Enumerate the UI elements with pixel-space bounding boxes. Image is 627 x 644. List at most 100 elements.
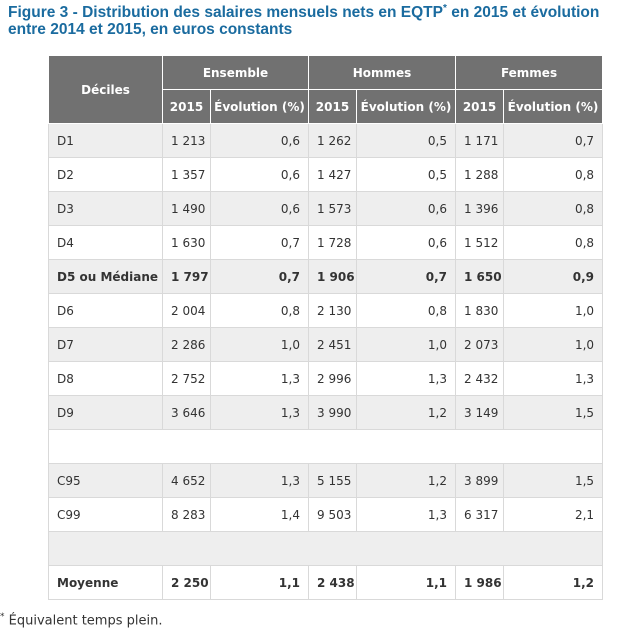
cell-evolution: 0,6 <box>355 191 457 226</box>
cell-evolution: 1,3 <box>210 463 309 498</box>
cell-value: 3 899 <box>455 463 505 498</box>
row-label: D8 <box>48 361 163 396</box>
cell-value: 2 286 <box>162 327 211 362</box>
cell-value: 3 990 <box>308 395 357 430</box>
cell-value: 2 130 <box>308 293 357 328</box>
cell-value: 1 490 <box>162 191 211 226</box>
cell-value: 1 797 <box>162 259 211 294</box>
cell-value: 2 752 <box>162 361 211 396</box>
cell-evolution: 0,6 <box>355 225 457 260</box>
cell-evolution: 1,0 <box>355 327 457 362</box>
header-deciles: Déciles <box>48 55 163 124</box>
cell-evolution: 1,3 <box>210 361 309 396</box>
cell-value: 4 652 <box>162 463 211 498</box>
row-label: C99 <box>48 497 163 532</box>
cell-evolution: 1,0 <box>210 327 309 362</box>
cell-evolution: 0,7 <box>210 225 309 260</box>
cell-evolution: 0,5 <box>355 157 457 192</box>
header-ensemble: Ensemble <box>162 55 309 90</box>
cell-evolution: 0,7 <box>355 259 457 294</box>
cell-evolution: 0,6 <box>210 123 309 158</box>
cell-evolution: 0,8 <box>503 225 604 260</box>
row-label: D1 <box>48 123 163 158</box>
cell-value: 8 283 <box>162 497 211 532</box>
table-row: C95 4 652 1,3 5 155 1,2 3 899 1,5 <box>48 463 604 498</box>
cell-evolution: 0,5 <box>355 123 457 158</box>
row-label: C95 <box>48 463 163 498</box>
spacer-row <box>47 531 604 566</box>
cell-value: 2 073 <box>455 327 505 362</box>
cell-evolution: 1,5 <box>503 395 604 430</box>
cell-value: 5 155 <box>308 463 357 498</box>
cell-evolution: 0,7 <box>503 123 604 158</box>
cell-evolution: 1,5 <box>503 463 604 498</box>
header-hommes: Hommes <box>307 55 457 90</box>
cell-value: 3 149 <box>455 395 505 430</box>
cell-value: 1 262 <box>308 123 357 158</box>
cell-evolution: 1,1 <box>355 565 457 600</box>
cell-value: 2 432 <box>455 361 505 396</box>
cell-value: 1 396 <box>455 191 505 226</box>
cell-evolution: 0,6 <box>210 157 309 192</box>
table-row: D1 1 213 0,6 1 262 0,5 1 171 0,7 <box>48 123 604 158</box>
cell-value: 9 503 <box>308 497 357 532</box>
cell-evolution: 1,0 <box>503 327 604 362</box>
figure-title: Figure 3 - Distribution des salaires men… <box>8 2 600 38</box>
cell-evolution: 1,0 <box>503 293 604 328</box>
header-evolution: Évolution (%) <box>355 89 457 124</box>
cell-value: 2 451 <box>308 327 357 362</box>
cell-evolution: 1,1 <box>210 565 309 600</box>
cell-value: 1 986 <box>455 565 505 600</box>
cell-value: 1 906 <box>308 259 357 294</box>
row-label: D6 <box>48 293 163 328</box>
cell-value: 1 650 <box>455 259 505 294</box>
header-evolution: Évolution (%) <box>503 89 604 124</box>
header-year: 2015 <box>308 89 357 124</box>
cell-value: 1 357 <box>162 157 211 192</box>
cell-evolution: 0,9 <box>503 259 604 294</box>
header-evolution: Évolution (%) <box>210 89 309 124</box>
table-row: D9 3 646 1,3 3 990 1,2 3 149 1,5 <box>48 395 604 430</box>
cell-evolution: 0,8 <box>210 293 309 328</box>
cell-value: 2 004 <box>162 293 211 328</box>
table-row: C99 8 283 1,4 9 503 1,3 6 317 2,1 <box>48 497 604 532</box>
salary-table: Déciles Ensemble Hommes Femmes 2015 Évol… <box>47 55 604 600</box>
row-label: D3 <box>48 191 163 226</box>
footnote: * Équivalent temps plein. <box>0 612 163 629</box>
cell-evolution: 1,3 <box>503 361 604 396</box>
row-label: D2 <box>48 157 163 192</box>
header-femmes: Femmes <box>455 55 604 90</box>
cell-evolution: 0,8 <box>503 157 604 192</box>
cell-evolution: 2,1 <box>503 497 604 532</box>
cell-evolution: 1,4 <box>210 497 309 532</box>
table-row: D6 2 004 0,8 2 130 0,8 1 830 1,0 <box>48 293 604 328</box>
cell-value: 1 573 <box>308 191 357 226</box>
cell-evolution: 0,8 <box>503 191 604 226</box>
cell-value: 2 438 <box>308 565 357 600</box>
spacer-row <box>47 429 604 464</box>
cell-value: 1 213 <box>162 123 211 158</box>
cell-value: 1 427 <box>308 157 357 192</box>
cell-value: 1 512 <box>455 225 505 260</box>
cell-evolution: 1,2 <box>503 565 604 600</box>
cell-evolution: 1,3 <box>355 497 457 532</box>
spacer-cell <box>47 531 604 566</box>
table-row: D4 1 630 0,7 1 728 0,6 1 512 0,8 <box>48 225 604 260</box>
cell-evolution: 0,8 <box>355 293 457 328</box>
header-year: 2015 <box>162 89 211 124</box>
cell-evolution: 1,2 <box>355 395 457 430</box>
cell-value: 2 996 <box>308 361 357 396</box>
row-label: D5 ou Médiane <box>48 259 163 294</box>
table-row: D2 1 357 0,6 1 427 0,5 1 288 0,8 <box>48 157 604 192</box>
table-row: D8 2 752 1,3 2 996 1,3 2 432 1,3 <box>48 361 604 396</box>
row-label: D4 <box>48 225 163 260</box>
cell-value: 1 630 <box>162 225 211 260</box>
cell-value: 1 288 <box>455 157 505 192</box>
table-row-median: D5 ou Médiane 1 797 0,7 1 906 0,7 1 650 … <box>48 259 604 294</box>
cell-evolution: 0,6 <box>210 191 309 226</box>
row-label: D7 <box>48 327 163 362</box>
spacer-cell <box>47 429 604 464</box>
cell-value: 1 728 <box>308 225 357 260</box>
cell-evolution: 1,2 <box>355 463 457 498</box>
cell-value: 6 317 <box>455 497 505 532</box>
